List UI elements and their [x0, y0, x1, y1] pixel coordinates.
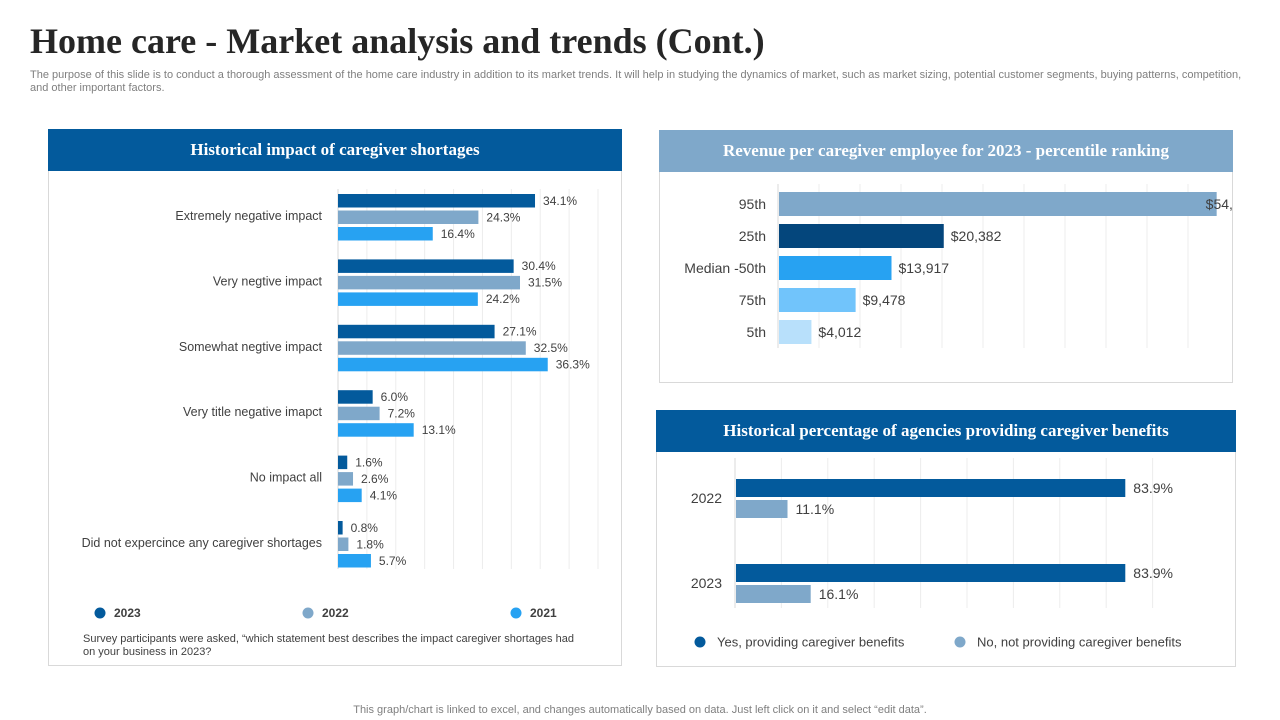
bar-2021 [338, 423, 414, 437]
data-label: 24.2% [486, 292, 520, 306]
legend-marker-no [954, 636, 966, 648]
category-label: 25th [739, 228, 766, 244]
data-label: $4,012 [818, 324, 861, 340]
data-label: 36.3% [556, 358, 590, 372]
revenue-chart[interactable]: 95th $54,144 25th $20,382 Median -50th $13,91… [659, 172, 1233, 382]
data-label: 1.8% [356, 537, 384, 551]
data-label: 4.1% [370, 488, 398, 502]
legend-marker-2023 [94, 607, 106, 619]
benefits-chart[interactable]: 2022 83.9% 11.1% 2023 83.9% 16.1% Yes, providi… [656, 452, 1236, 666]
data-label: 16.4% [441, 227, 475, 241]
bar-2022 [338, 275, 520, 290]
bar [779, 320, 812, 344]
page-title: Home care - Market analysis and trends (… [30, 21, 765, 61]
bar-2023 [338, 455, 348, 470]
legend-label-2021: 2021 [530, 606, 557, 620]
category-label: 95th [739, 196, 766, 212]
category-label: Extremely negative impact [175, 209, 322, 223]
bar-no [736, 585, 811, 603]
data-label: $9,478 [863, 292, 906, 308]
shortages-chart-title: Historical impact of caregiver shortages [48, 129, 622, 171]
category-label: Did not expercince any caregiver shortag… [82, 536, 322, 550]
bar-yes [736, 564, 1126, 582]
category-label: Very negtive impact [213, 274, 323, 288]
bar [779, 192, 1217, 216]
data-label: 2.6% [361, 472, 389, 486]
category-label: 5th [747, 324, 766, 340]
revenue-chart-title: Revenue per caregiver employee for 2023 … [659, 130, 1233, 172]
data-label: 83.9% [1133, 565, 1173, 581]
legend-label-yes: Yes, providing caregiver benefits [717, 635, 905, 650]
category-label: No impact all [250, 471, 322, 485]
data-label: 1.6% [355, 455, 383, 469]
category-label: 75th [739, 292, 766, 308]
bar-2021 [338, 292, 478, 306]
page-subtitle: The purpose of this slide is to conduct … [30, 69, 1242, 94]
bar-2023 [338, 324, 495, 339]
bar-2022 [338, 406, 380, 421]
data-label: 30.4% [522, 259, 556, 273]
data-label: 5.7% [379, 554, 407, 568]
survey-note: Survey participants were asked, “which s… [83, 633, 574, 658]
bar-no [736, 500, 788, 518]
data-label: 6.0% [381, 390, 409, 404]
footer-note: This graph/chart is linked to excel, and… [353, 704, 927, 716]
legend-label-2023: 2023 [114, 606, 141, 620]
data-label: 27.1% [503, 325, 537, 339]
bar-2021 [338, 488, 362, 503]
shortages-panel [48, 129, 622, 666]
bar-yes [736, 479, 1126, 497]
data-label: $54,144 [1206, 196, 1233, 212]
data-label: 32.5% [534, 341, 568, 355]
bar-2022 [338, 537, 349, 551]
category-label: Very title negative imapct [183, 405, 322, 419]
bar [779, 256, 892, 280]
bar-2021 [338, 227, 433, 241]
legend-marker-2022 [302, 607, 314, 619]
bar-2023 [338, 194, 536, 208]
bar-2021 [338, 554, 371, 568]
data-label: 24.3% [486, 210, 520, 224]
category-label: Median -50th [684, 260, 766, 276]
bar-2022 [338, 210, 479, 224]
legend-marker-yes [694, 636, 706, 648]
legend-label-2022: 2022 [322, 606, 349, 620]
bar [779, 288, 856, 312]
data-label: 31.5% [528, 276, 562, 290]
bar-2022 [338, 472, 354, 486]
bar-2022 [338, 341, 526, 355]
legend-marker-2021 [510, 607, 522, 619]
category-label: Somewhat negtive impact [179, 340, 323, 354]
bar-2023 [338, 390, 373, 404]
data-label: 34.1% [543, 194, 577, 208]
data-label: $20,382 [951, 228, 1002, 244]
legend-label-no: No, not providing caregiver benefits [977, 635, 1182, 650]
benefits-panel [656, 410, 1236, 667]
data-label: 7.2% [388, 406, 416, 420]
data-label: 16.1% [819, 586, 859, 602]
shortages-chart[interactable]: Extremely negative impact 34.1% 24.3% 16.4%… [48, 171, 622, 633]
category-label: 2022 [691, 490, 722, 506]
data-label: $13,917 [898, 260, 949, 276]
bar-2023 [338, 259, 514, 273]
data-label: 0.8% [351, 521, 379, 535]
bar-2023 [338, 521, 343, 535]
data-label: 83.9% [1133, 480, 1173, 496]
data-label: 11.1% [796, 501, 835, 517]
bar [779, 224, 944, 248]
bar-2021 [338, 357, 548, 372]
category-label: 2023 [691, 575, 722, 591]
data-label: 13.1% [422, 423, 456, 437]
benefits-chart-title: Historical percentage of agencies provid… [656, 410, 1236, 452]
